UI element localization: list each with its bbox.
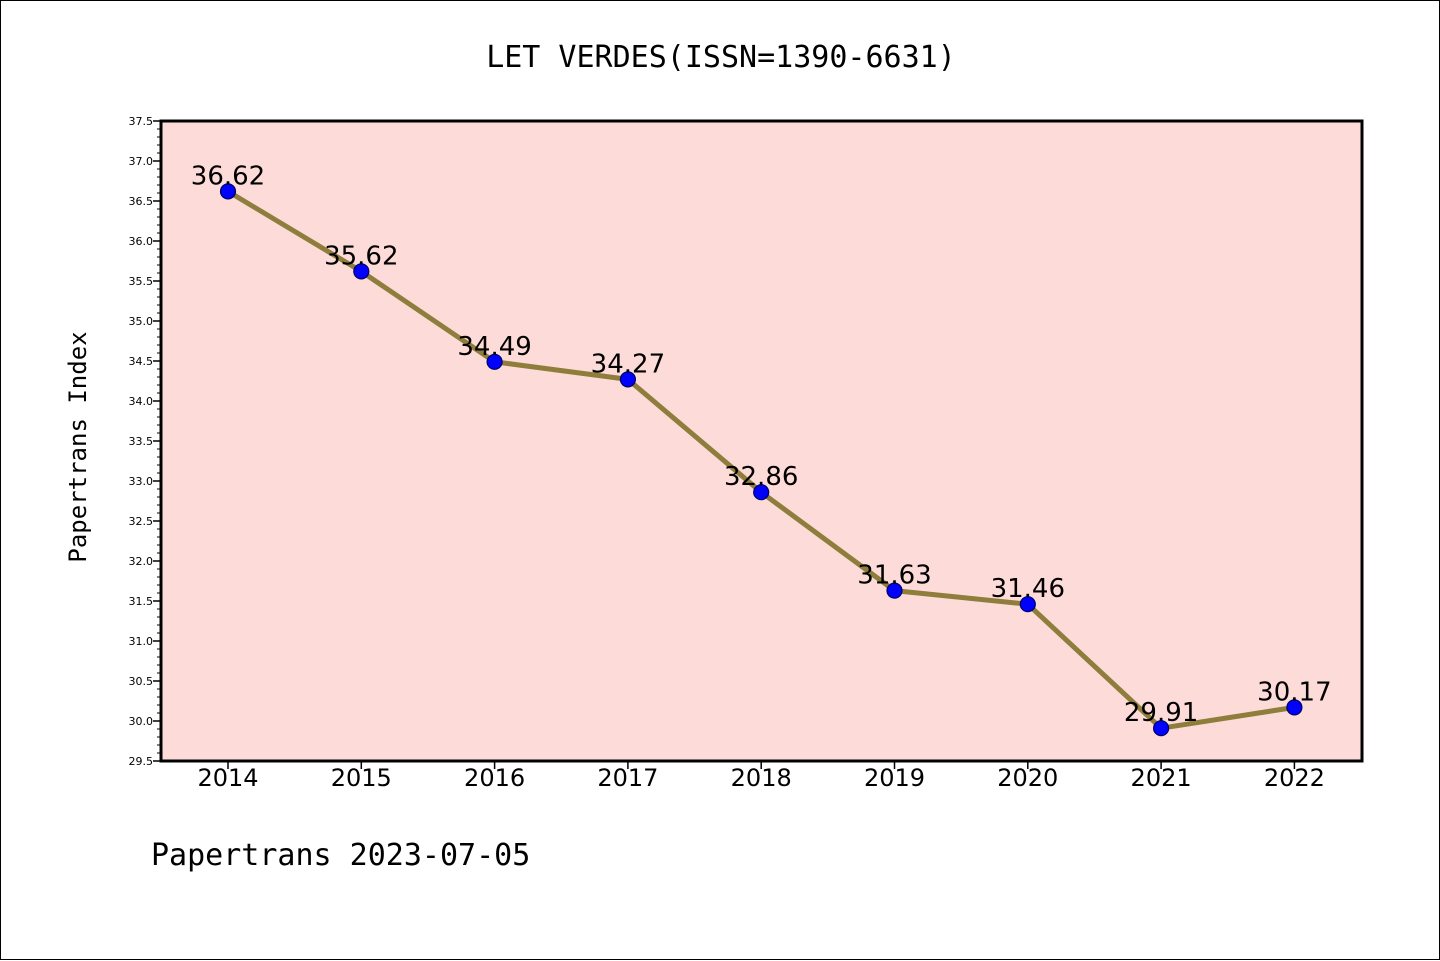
y-tick-label: 32.0 — [129, 555, 154, 568]
data-label: 30.17 — [1257, 677, 1331, 707]
x-tick-label: 2015 — [331, 764, 392, 792]
y-tick-label: 33.0 — [129, 475, 154, 488]
x-axis: 2014 2015 2016 2017 2018 2019 2020 2021 2022 — [197, 761, 1325, 792]
data-point — [353, 263, 370, 280]
x-tick-label: 2017 — [597, 764, 658, 792]
data-label: 36.62 — [191, 161, 265, 191]
data-point — [1286, 699, 1303, 716]
plot-area — [161, 121, 1362, 761]
series: 36.62 35.62 34.49 34.27 32.86 31.63 31.46 29.91… — [191, 161, 1332, 737]
y-tick-label: 30.5 — [129, 675, 154, 688]
y-tick-label: 31.5 — [129, 595, 154, 608]
y-tick-label: 34.0 — [129, 395, 154, 408]
y-tick-label: 30.0 — [129, 715, 154, 728]
y-tick-label: 34.5 — [129, 355, 154, 368]
y-tick-label: 37.5 — [129, 115, 154, 128]
x-tick-label: 2016 — [464, 764, 525, 792]
data-point — [753, 484, 770, 501]
data-point — [486, 353, 503, 370]
data-point — [1152, 720, 1170, 737]
x-tick-label: 2019 — [864, 764, 925, 792]
y-axis-label: Papertrans Index — [64, 331, 92, 562]
y-tick-label: 36.0 — [129, 235, 154, 248]
data-point — [619, 371, 637, 388]
y-tick-label: 29.5 — [129, 755, 154, 768]
y-tick-label: 33.5 — [129, 435, 154, 448]
y-tick-label: 36.5 — [129, 195, 154, 208]
footer-text: Papertrans 2023-07-05 — [151, 838, 530, 873]
y-tick-label: 37.0 — [129, 155, 154, 168]
x-tick-label: 2020 — [997, 764, 1058, 792]
x-tick-label: 2018 — [731, 764, 792, 792]
y-tick-label: 35.5 — [129, 275, 154, 288]
x-tick-label: 2022 — [1264, 764, 1325, 792]
x-tick-label: 2021 — [1131, 764, 1192, 792]
data-label: 35.62 — [324, 241, 398, 271]
data-label: 34.49 — [457, 332, 531, 362]
y-axis: 29.5 30.0 30.5 31.0 31.5 32.0 32.5 33.0 33.5 34.0… — [129, 115, 161, 768]
y-tick-label: 32.5 — [129, 515, 154, 528]
data-label: 31.63 — [857, 561, 931, 591]
data-label: 29.91 — [1124, 698, 1198, 728]
data-label: 34.27 — [591, 349, 665, 379]
chart-title: LET VERDES(ISSN=1390-6631) — [486, 40, 956, 75]
data-point — [886, 582, 903, 599]
data-point — [1019, 596, 1036, 613]
data-point — [219, 183, 237, 200]
y-tick-label: 35.0 — [129, 315, 154, 328]
y-tick-label: 31.0 — [129, 635, 154, 648]
plot-border — [159, 119, 1364, 763]
x-tick-label: 2014 — [197, 764, 258, 792]
data-label: 31.46 — [991, 574, 1065, 604]
data-label: 32.86 — [724, 462, 798, 492]
